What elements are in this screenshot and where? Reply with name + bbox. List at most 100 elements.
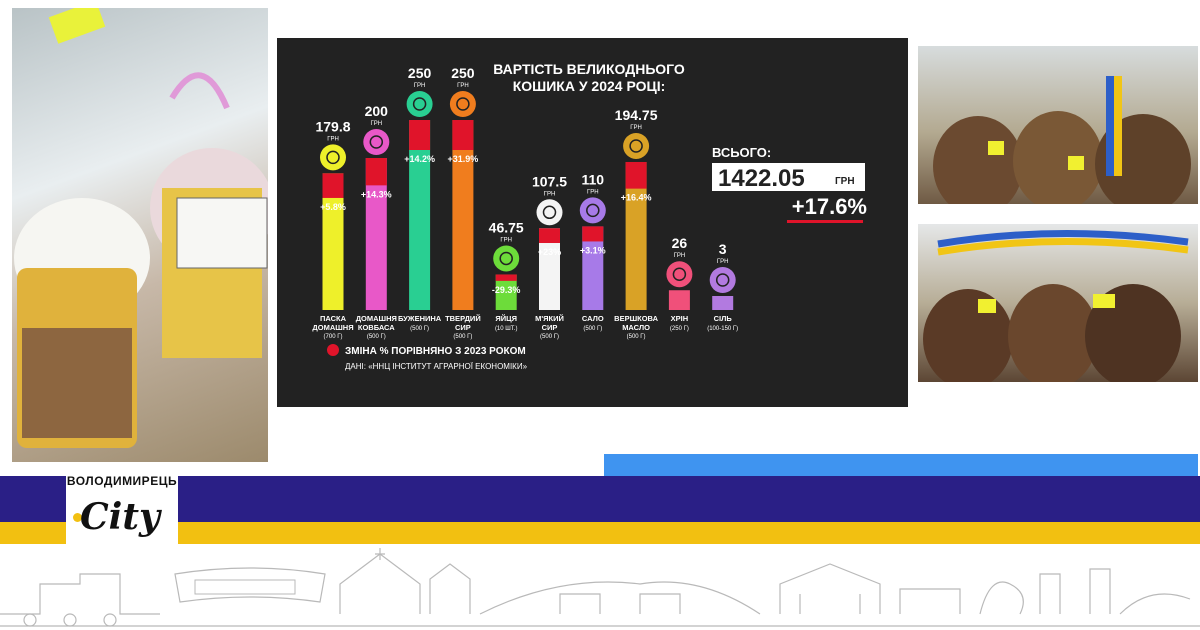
bar-change-segment-0 (322, 173, 344, 198)
price-label-1: 200 (365, 103, 389, 119)
item-icon-7 (623, 132, 650, 159)
price-unit-1: ГРН (371, 121, 383, 127)
category-label-2: БУЖЕНИНА (398, 314, 442, 323)
legend-marker (327, 344, 339, 356)
price-unit-4: ГРН (500, 237, 512, 243)
logo-city-text: City (80, 496, 160, 538)
chart-canvas: ВАРТІСТЬ ВЕЛИКОДНЬОГО КОШИКА У 2024 РОЦІ… (312, 61, 867, 371)
category-label-1: ДОМАШНЯ (356, 314, 397, 323)
item-icon-9 (709, 267, 736, 293)
total-change: +17.6% (792, 194, 867, 219)
easter-cake-illustration (14, 8, 268, 448)
price-unit-5: ГРН (544, 191, 556, 197)
price-label-9: 3 (719, 241, 727, 257)
bar-change-segment-6 (582, 226, 604, 242)
price-label-7: 194.75 (615, 107, 658, 123)
item-icon-6 (579, 197, 606, 224)
easter-cakes-photo-top-right (918, 46, 1198, 204)
total-value: 1422.05 (718, 165, 805, 192)
change-label-5: +23% (538, 247, 561, 257)
item-icon-1 (363, 129, 390, 155)
item-icon-4 (493, 245, 520, 272)
easter-cakes-photo-bottom-right (918, 224, 1198, 382)
price-unit-9: ГРН (717, 259, 729, 265)
total-change-underline (787, 220, 863, 223)
item-icon-5 (536, 199, 563, 226)
category-label-line2-7: МАСЛО (622, 323, 650, 332)
category-label-line2-3: СИР (455, 323, 471, 332)
header-band-yellow (0, 522, 1200, 544)
change-label-1: +14.3% (361, 189, 392, 199)
item-icon-glyph-7 (629, 139, 643, 153)
easter-cake-photo-left (12, 8, 268, 462)
item-icon-glyph-8 (672, 267, 687, 281)
price-label-3: 250 (451, 65, 475, 81)
bar-change-segment-2 (409, 120, 431, 150)
category-qty-2: (500 Г) (410, 326, 429, 332)
bar-4 (495, 274, 517, 310)
item-icon-0 (320, 144, 346, 171)
item-icon-glyph-6 (586, 203, 600, 218)
bar-change-segment-4 (495, 274, 517, 281)
category-label-line2-0: ДОМАШНЯ (312, 323, 353, 332)
category-label-4: ЯЙЦЯ (495, 314, 517, 323)
category-label-8: ХРІН (671, 314, 689, 323)
easter-basket-chart: ВАРТІСТЬ ВЕЛИКОДНЬОГО КОШИКА У 2024 РОЦІ… (277, 38, 908, 407)
change-label-7: +16.4% (621, 193, 652, 203)
category-qty-5: (500 Г) (540, 334, 559, 340)
bar-2 (409, 120, 431, 310)
total-label: ВСЬОГО: (712, 145, 771, 160)
item-icon-2 (406, 91, 433, 117)
header-band-purple (0, 476, 1200, 522)
item-icon-glyph-9 (715, 273, 730, 287)
change-label-0: +5.8% (320, 202, 346, 212)
bar-1 (365, 158, 387, 310)
item-icon-glyph-5 (542, 205, 557, 220)
bar-5 (539, 228, 560, 310)
category-qty-0: (700 Г) (324, 334, 343, 340)
item-icon-glyph-0 (326, 150, 340, 165)
item-icon-glyph-1 (369, 135, 384, 149)
total-box (712, 163, 865, 191)
bar-0 (322, 173, 344, 310)
category-label-3: ТВЕРДИЙ (445, 314, 481, 323)
source-text: ДАНІ: «ННЦ ІНСТИТУТ АГРАРНОЇ ЕКОНОМІКИ» (345, 362, 528, 371)
price-unit-2: ГРН (414, 83, 426, 89)
volodymyrets-city-logo[interactable]: ВОЛОДИМИРЕЦЬ City (66, 462, 178, 560)
bar-9 (712, 296, 734, 310)
bar-6 (582, 226, 604, 310)
bar-7 (625, 161, 647, 310)
item-icon-glyph-4 (499, 251, 513, 266)
category-qty-4: (10 ШТ.) (495, 326, 518, 332)
change-label-3: +31.9% (448, 154, 479, 164)
change-label-2: +14.2% (404, 154, 435, 164)
price-unit-7: ГРН (630, 125, 642, 131)
category-label-7: ВЕРШКОВА (614, 314, 658, 323)
price-unit-8: ГРН (674, 253, 686, 259)
city-sketch-illustration (0, 548, 1200, 627)
category-label-6: САЛО (582, 314, 604, 323)
price-label-2: 250 (408, 65, 432, 81)
price-unit-3: ГРН (457, 83, 469, 89)
item-icon-glyph-3 (456, 97, 470, 111)
bar-3 (452, 120, 474, 310)
easter-cakes-ribbon-illustration (923, 230, 1189, 382)
category-qty-9: (100-150 Г) (707, 326, 738, 332)
category-qty-3: (500 Г) (453, 334, 472, 340)
logo-dot-icon (73, 513, 82, 522)
price-unit-0: ГРН (327, 136, 339, 142)
bar-8 (668, 290, 690, 310)
price-label-6: 110 (582, 171, 605, 187)
item-icon-glyph-2 (412, 97, 427, 111)
total-unit: ГРН (835, 176, 855, 187)
category-label-5: М'ЯКИЙ (535, 314, 564, 323)
chart-title-line2: КОШИКА У 2024 РОЦІ: (513, 78, 666, 94)
price-label-8: 26 (672, 235, 688, 251)
category-qty-1: (500 Г) (367, 334, 386, 340)
bar-change-segment-5 (539, 228, 560, 244)
bar-change-segment-3 (452, 120, 474, 150)
category-label-9: СІЛЬ (714, 314, 733, 323)
category-qty-6: (500 Г) (583, 326, 602, 332)
logo-top-text: ВОЛОДИМИРЕЦЬ (66, 474, 178, 488)
